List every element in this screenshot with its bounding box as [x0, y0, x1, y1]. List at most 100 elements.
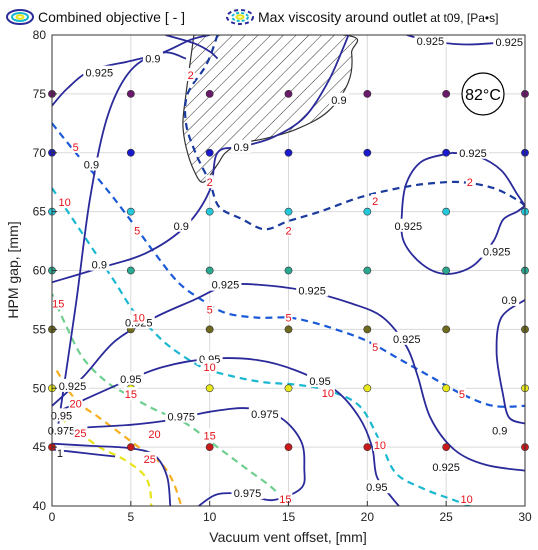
objective-contour-label: 0.925 [495, 37, 523, 49]
contour-label-background [202, 428, 217, 442]
contour-label-background [117, 371, 144, 385]
temperature-unit: °C [483, 87, 501, 104]
contour-label-background [390, 331, 423, 345]
viscosity-contour-label-group: 2 [186, 68, 195, 82]
contour-label-background [414, 33, 447, 47]
x-tick-label: 25 [439, 510, 453, 524]
legend: Combined objective [ - ] Max viscosity a… [6, 9, 498, 25]
y-tick-label: 80 [33, 28, 47, 42]
objective-contour-label: 0.925 [393, 334, 421, 346]
objective-contour-label-group: 0.925 [456, 145, 489, 160]
contour-label-background [73, 425, 88, 439]
contour-label-background [202, 360, 217, 374]
viscosity-contour-label-group: 20 [147, 427, 162, 441]
contour-label-background [430, 460, 463, 474]
viscosity-contour-label-group: 2 [371, 194, 380, 208]
sample-point [284, 266, 293, 275]
sample-point [284, 89, 293, 98]
svg-text:Max viscosity around outlet at: Max viscosity around outlet at t09, [Pa•… [258, 9, 498, 25]
objective-contour-label: 0.9 [492, 426, 507, 438]
objective-contour-label-group: 0.9 [142, 51, 163, 66]
contour-label-background [68, 396, 83, 410]
sample-point [284, 325, 293, 334]
viscosity-contour-label: 2 [207, 177, 213, 189]
y-axis-label: HPM gap, [mm] [5, 221, 21, 318]
objective-contour-label-group: 0.925 [392, 218, 425, 233]
objective-contour-label-group: 0.975 [165, 409, 198, 424]
sample-point [205, 207, 214, 216]
contour-label-background [45, 423, 78, 437]
contour-label-background [231, 139, 252, 153]
contour-label-background [371, 340, 380, 354]
objective-contour-label-group: 0.975 [45, 423, 78, 438]
objective-contour-label: 0.925 [212, 280, 240, 292]
x-axis-label: Vacuum vent offset, [mm] [209, 529, 366, 545]
viscosity-contour-label-group: 15 [51, 296, 66, 310]
sample-point [363, 89, 372, 98]
viscosity-contour-label-group: 25 [142, 451, 157, 466]
legend-viscosity-label: Max viscosity around outlet [258, 9, 427, 25]
contour-label-background [456, 145, 489, 159]
legend-objective-label: Combined objective [ - ] [38, 9, 185, 25]
viscosity-contour-label: 5 [285, 313, 291, 325]
sample-point [442, 148, 451, 157]
viscosity-contour-15 [52, 293, 290, 506]
viscosity-contour-label: 15 [52, 298, 64, 310]
contour-label-background [328, 92, 349, 106]
svg-text:82°C: 82°C [465, 87, 501, 104]
viscosity-contour-label: 20 [70, 399, 82, 411]
objective-contour-label-group: 0.9 [81, 157, 102, 172]
y-tick-label: 40 [33, 499, 47, 513]
contour-label-background [147, 427, 162, 441]
viscosity-contour-label: 15 [125, 389, 137, 401]
objective-contour-label: 0.975 [251, 409, 279, 421]
viscosity-contour-label: 15 [204, 430, 216, 442]
objective-contour-label-group: 0.925 [414, 33, 447, 48]
objective-contour-0-925 [400, 151, 525, 275]
x-axis-ticks: 0 5 10 15 20 25 30 [49, 501, 532, 524]
viscosity-contour-label-group: 2 [465, 175, 474, 189]
viscosity-contour-label-group: 2 [284, 223, 293, 237]
contour-label-background [83, 65, 116, 79]
objective-contour-label-group: 0.925 [296, 283, 329, 298]
y-tick-label: 50 [33, 381, 47, 395]
viscosity-contour-label-group: 10 [131, 310, 146, 325]
contour-label-background [296, 283, 329, 297]
contour-label-background [489, 423, 510, 437]
sample-point [442, 266, 451, 275]
viscosity-contour-label-group: 15 [123, 387, 138, 401]
viscosity-contour-label-group: 10 [202, 360, 217, 374]
contour-label-background [493, 35, 526, 49]
objective-contour-label-group: 0.95 [48, 408, 75, 422]
objective-contour-label: 0.95 [309, 376, 330, 388]
objective-contour-label: 0.9 [234, 142, 249, 154]
viscosity-contour-label-group: 15 [278, 491, 293, 506]
objective-contour-label-group: 0.925 [480, 244, 513, 259]
sample-point [363, 207, 372, 216]
contour-label-background [123, 387, 138, 401]
viscosity-contour-label: 5 [459, 389, 465, 401]
objective-contour-label: 0.925 [432, 462, 460, 474]
contour-label-background [320, 385, 335, 399]
viscosity-contour-label-group: 5 [71, 139, 80, 154]
sample-point [284, 148, 293, 157]
viscosity-contour-label: 15 [279, 494, 291, 506]
objective-contour-label: 0.9 [84, 160, 99, 172]
contour-label-background [186, 68, 195, 82]
objective-contour-label-group: 0.9 [489, 423, 510, 438]
viscosity-contour-label: 5 [73, 142, 79, 154]
sample-point [284, 384, 293, 393]
contour-label-background [465, 175, 474, 189]
sample-point [284, 443, 293, 452]
viscosity-legend-icon [226, 9, 254, 25]
viscosity-contour-label-group: 25 [73, 425, 88, 440]
contour-label-background [392, 218, 425, 232]
y-tick-label: 75 [33, 87, 47, 101]
contour-label-background [231, 486, 264, 500]
viscosity-contour-label: 5 [207, 304, 213, 316]
sample-point [363, 148, 372, 157]
contour-label-background [363, 480, 390, 494]
objective-contour-label: 0.95 [51, 410, 72, 422]
y-axis-ticks: 40 45 50 55 60 65 70 75 80 [33, 28, 57, 513]
